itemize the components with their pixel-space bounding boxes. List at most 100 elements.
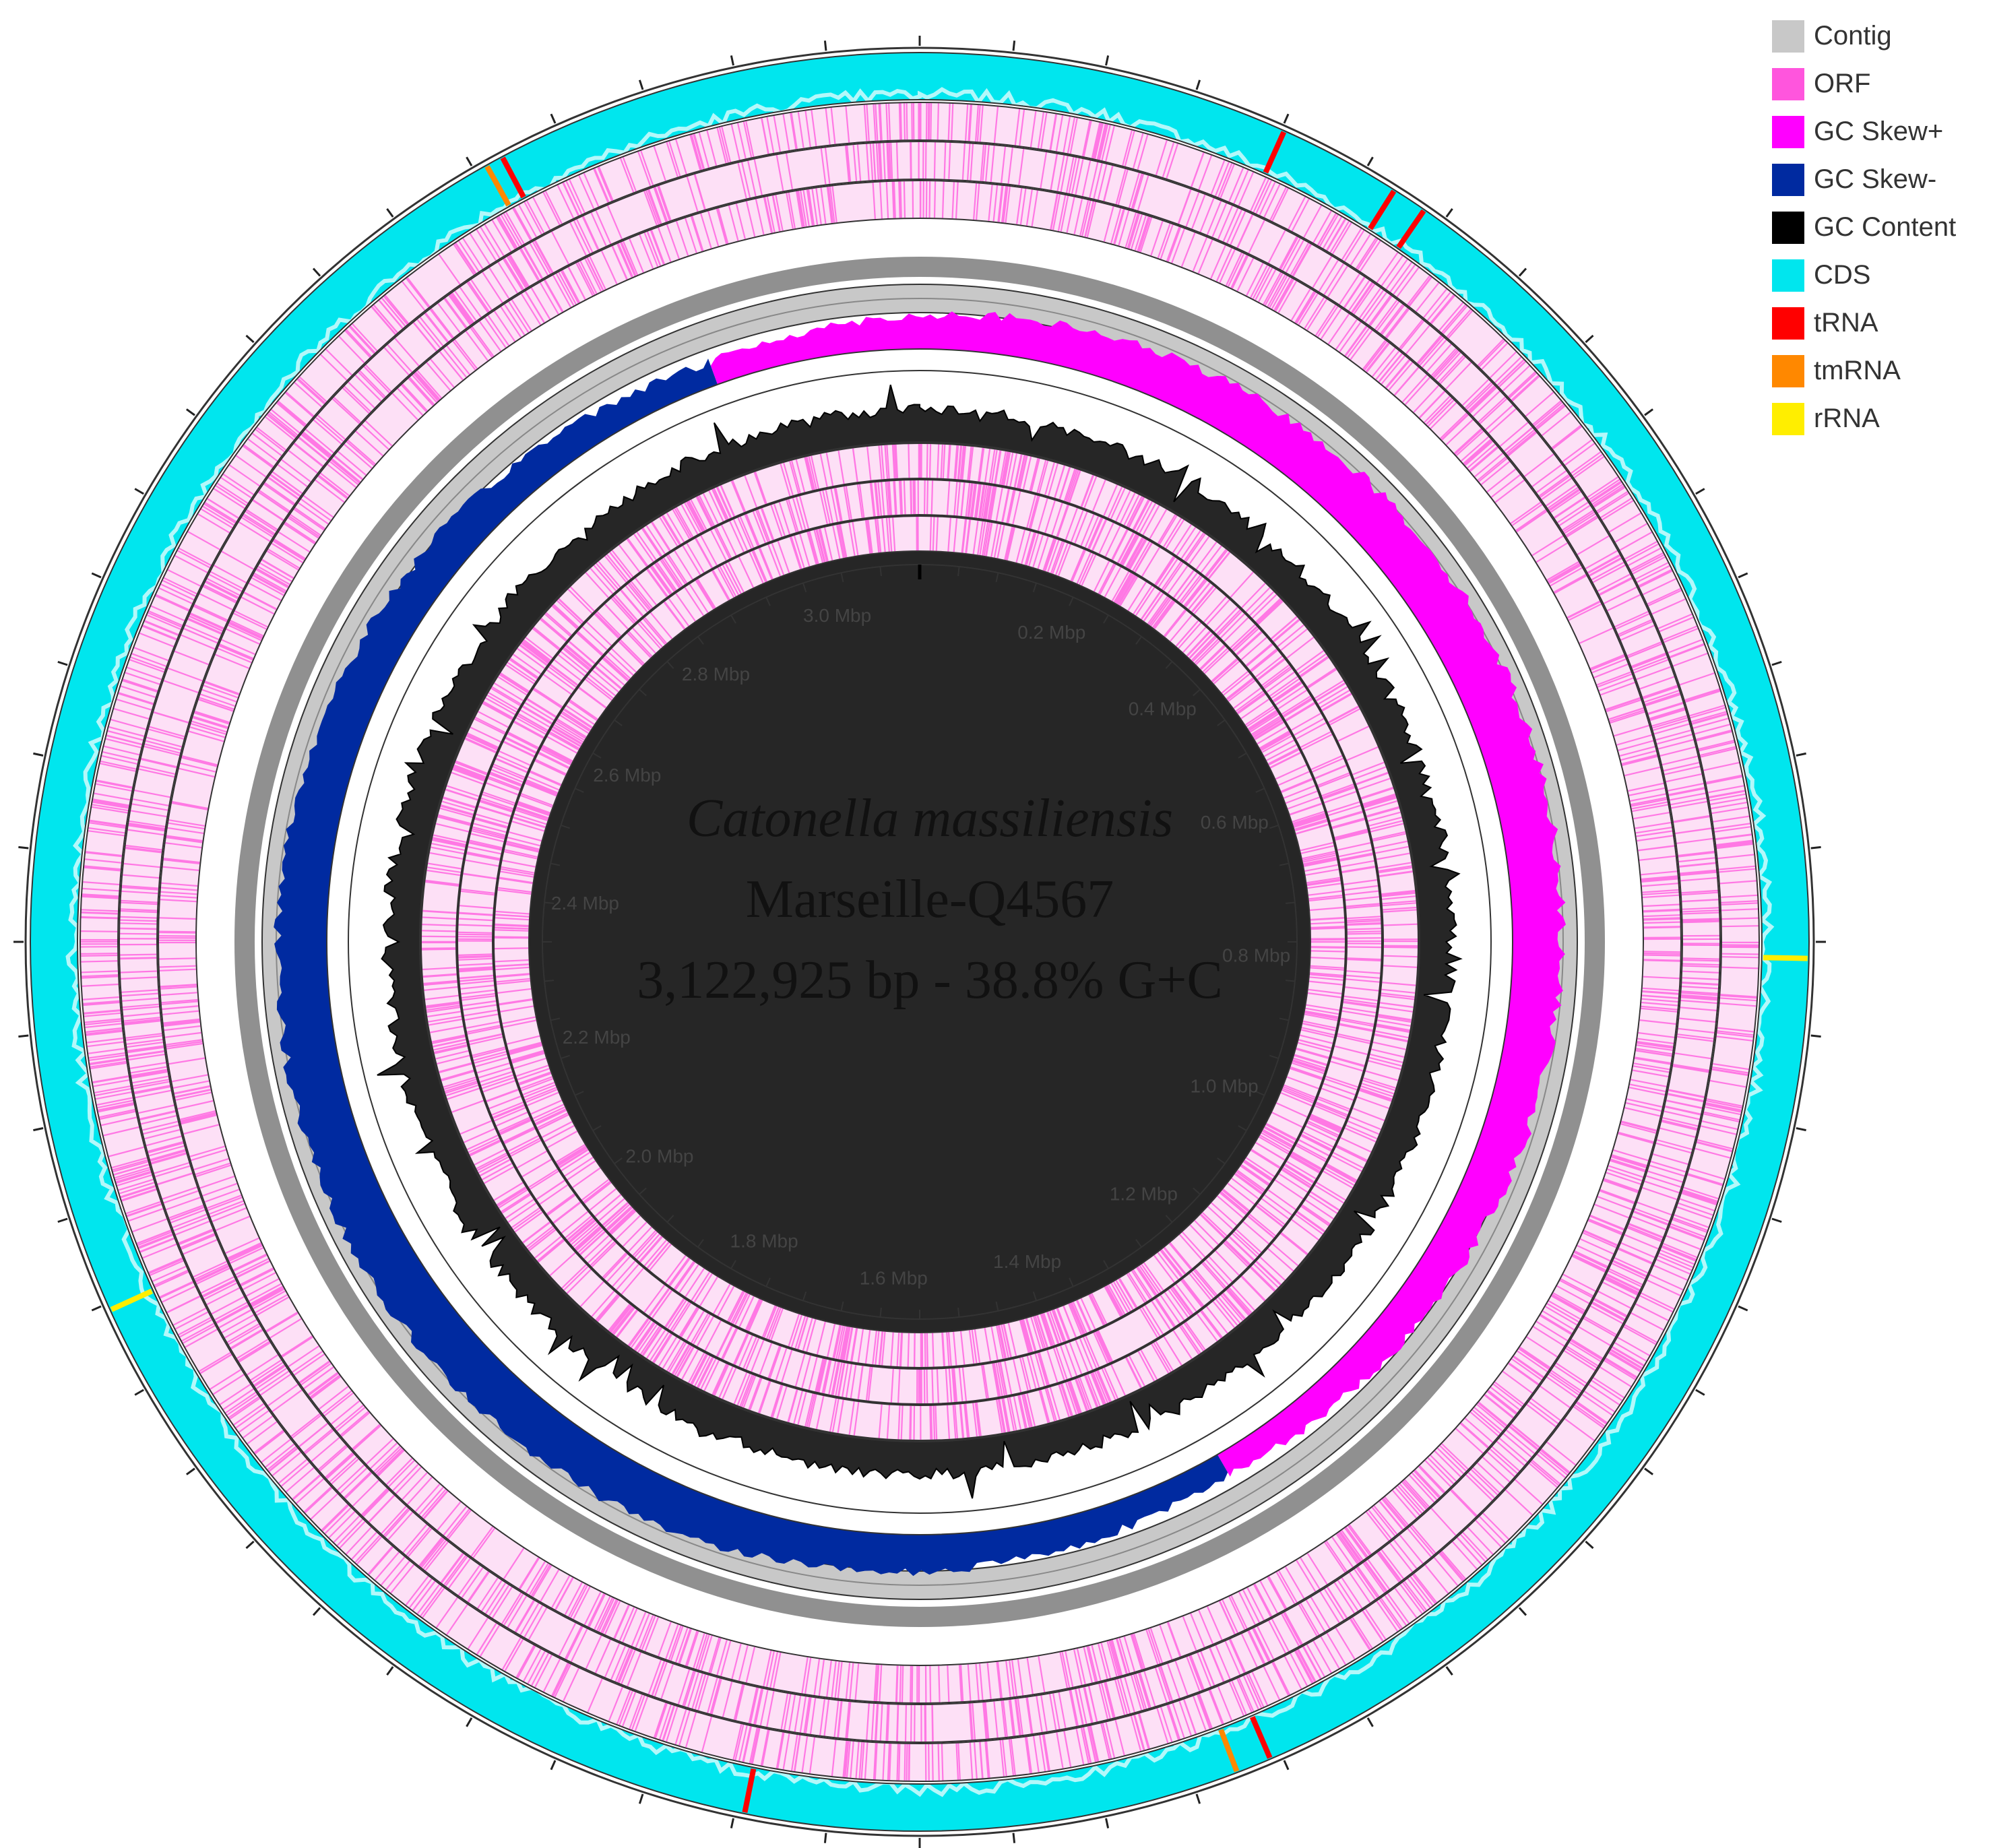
cds-ring [30, 53, 1809, 1831]
scale-label: 2.2 Mbp [563, 1027, 631, 1048]
gc-content-outer-border [348, 370, 1492, 1514]
inner-tick [1217, 720, 1226, 726]
outer-tick [550, 113, 557, 124]
outer-tick [1445, 208, 1453, 218]
scale-label: 1.6 Mbp [860, 1268, 928, 1289]
legend-swatch [1772, 67, 1804, 100]
inner-tick [995, 1301, 999, 1311]
scale-label: 0.8 Mbp [1222, 945, 1290, 965]
gc-skew-baseline [326, 348, 1513, 1535]
strain-name: Marseille-Q4567 [745, 870, 1114, 929]
rna-marker-trna [1250, 1715, 1273, 1759]
outer-tick [185, 1467, 195, 1475]
inner-tick [561, 824, 571, 829]
gc-content-inner-border [419, 441, 1420, 1442]
outer-tick [1695, 1389, 1705, 1396]
outer-tick [466, 1717, 473, 1727]
orf-track-2-outer-border [119, 141, 1721, 1743]
outer-tick [1695, 488, 1705, 495]
inner-tick [1279, 1017, 1289, 1021]
inner-tick [840, 573, 844, 583]
inner-tick [1032, 1291, 1038, 1301]
outer-tick [1810, 1034, 1821, 1038]
inner-tick [995, 573, 999, 583]
outer-tick [1771, 660, 1782, 666]
inner-tick [1193, 689, 1201, 697]
inner-tick [561, 1054, 571, 1060]
outer-tick [312, 1607, 321, 1616]
genome-stats: 3,122,925 bp - 38.8% G+C [637, 951, 1223, 1010]
rna-marker-rrna [110, 1288, 154, 1312]
cds-inner-border [77, 99, 1763, 1785]
inner-tick [879, 1307, 882, 1318]
orf-track-1-marks [80, 102, 1759, 1781]
legend-label: GC Content [1814, 212, 1957, 242]
legend-item-gc-skew-minus: GC Skew- [1772, 156, 1988, 203]
inner-orf-track-2-inner-border [492, 514, 1348, 1370]
outer-tick [638, 1793, 644, 1804]
inner-tick [1069, 1277, 1074, 1287]
inner-tick [730, 1260, 736, 1269]
legend-swatch [1772, 307, 1804, 340]
legend-swatch [1772, 402, 1804, 435]
inner-tick [666, 661, 674, 669]
inner-tick [666, 1215, 674, 1223]
outer-tick [550, 1760, 557, 1771]
rna-marker-tmrna [1218, 1729, 1240, 1773]
rna-marker-tmrna [484, 165, 511, 207]
inner-tick [544, 901, 555, 904]
outer-tick [134, 1389, 144, 1396]
rna-marker-trna [500, 156, 526, 199]
legend: Contig ORF GC Skew+ GC Skew- GC Content … [1772, 12, 1988, 443]
outer-tick [1771, 1217, 1782, 1223]
inner-tick [1269, 1054, 1279, 1060]
legend-item-gc-skew-plus: GC Skew+ [1772, 108, 1988, 156]
contig-ring-outer [234, 257, 1605, 1627]
orf-track-2-band [119, 141, 1720, 1742]
inner-tick [614, 720, 623, 726]
inner-tick [592, 1125, 602, 1131]
outer-tick [33, 1127, 44, 1132]
orf-track-1-outer-border [80, 102, 1760, 1782]
orf-track-2-marks [119, 141, 1720, 1742]
scale-label: 1.2 Mbp [1110, 1184, 1178, 1205]
outer-tick [1366, 156, 1374, 166]
legend-item-tmrna: tmRNA [1772, 347, 1988, 395]
inner-orf-track-3-outer-border [493, 515, 1346, 1368]
outer-tick [91, 1305, 102, 1312]
inner-tick [1279, 862, 1289, 866]
rna-marker-trna [1368, 189, 1397, 230]
outer-tick [1644, 1467, 1654, 1475]
inner-tick [614, 1157, 623, 1164]
inner-orf-track-2-outer-border [457, 479, 1383, 1405]
inner-tick [550, 862, 561, 866]
outer-tick [245, 334, 255, 344]
outer-tick [57, 1217, 68, 1223]
rna-marker-trna [1396, 209, 1426, 249]
inner-tick [1255, 1091, 1265, 1096]
inner-tick [1285, 980, 1296, 982]
outer-tick [386, 208, 394, 218]
outer-tick [1366, 1717, 1374, 1727]
inner-orf-track-1-outer-border [420, 443, 1419, 1441]
outer-tick [134, 488, 144, 495]
outer-tick [1195, 79, 1201, 90]
gc-content-plot [377, 384, 1463, 1499]
inner-tick [765, 597, 771, 606]
legend-item-contig: Contig [1772, 12, 1988, 60]
legend-swatch [1772, 259, 1804, 292]
outer-tick [1796, 1127, 1806, 1132]
legend-item-orf: ORF [1772, 60, 1988, 108]
inner-tick [639, 1187, 647, 1195]
inner-tick [802, 1291, 807, 1301]
outer-tick [1738, 572, 1748, 579]
outer-tick [1283, 113, 1290, 124]
inner-tick [1135, 1239, 1142, 1248]
outer-tick [1445, 1666, 1453, 1676]
scale-label: 0.6 Mbp [1201, 812, 1269, 833]
outer-tick [312, 267, 321, 277]
legend-label: CDS [1814, 260, 1871, 290]
inner-tick [1193, 1187, 1201, 1195]
inner-tick [592, 753, 602, 759]
